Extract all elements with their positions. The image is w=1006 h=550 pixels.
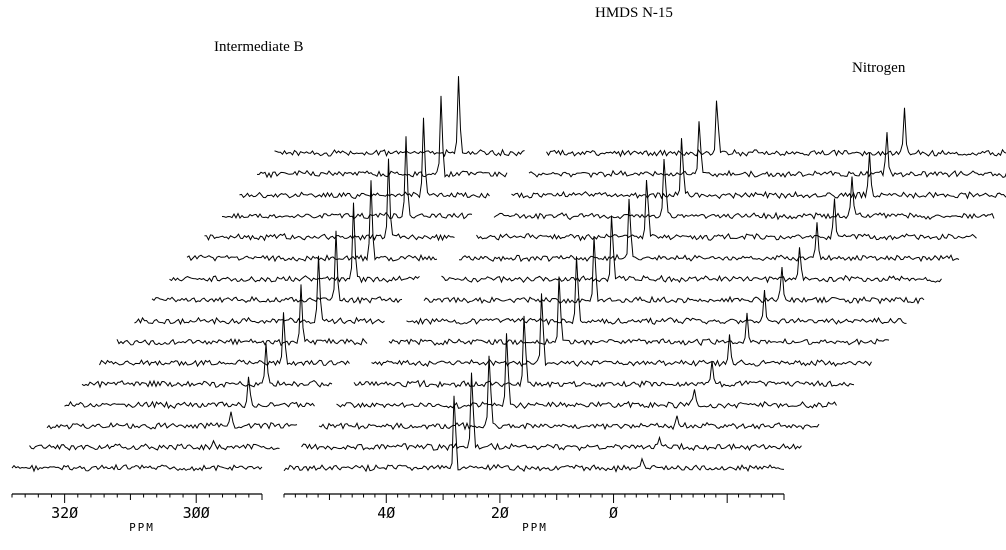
axis-unit-label: PPM xyxy=(522,521,548,534)
spectrum-trace xyxy=(30,441,280,450)
spectrum-trace xyxy=(257,96,507,177)
spectrum-trace xyxy=(222,136,472,219)
spectrum-trace xyxy=(424,236,924,303)
spectrum-trace xyxy=(319,356,819,429)
tick-label: 3ØØ xyxy=(183,504,210,522)
spectrum-trace xyxy=(477,180,977,240)
spectrum-trace xyxy=(240,118,490,199)
axis-unit-label: PPM xyxy=(129,521,155,534)
label-hmds-n15: HMDS N-15 xyxy=(595,5,673,22)
spectrum-trace xyxy=(12,465,262,471)
spectrum-trace xyxy=(547,101,1006,157)
spectrum-trace xyxy=(407,256,907,324)
label-nitrogen: Nitrogen xyxy=(852,60,905,77)
spectrum-trace xyxy=(529,121,1006,177)
spectrum-trace xyxy=(337,333,837,408)
spectrum-trace xyxy=(389,277,889,346)
spectrum-trace xyxy=(512,138,1006,198)
spectrum-trace xyxy=(275,76,525,156)
tick-label: 4Ø xyxy=(377,504,395,522)
spectrum-trace xyxy=(284,396,784,472)
spectrum-trace xyxy=(117,284,367,345)
tick-label: 2Ø xyxy=(491,504,509,522)
spectrum-trace xyxy=(459,199,959,261)
spectrum-trace xyxy=(152,231,402,303)
spectrum-trace xyxy=(494,159,994,219)
spectrum-trace xyxy=(372,293,872,366)
spectrum-trace xyxy=(82,343,332,387)
ppm-axis: 32Ø 3ØØ PPM 4Ø 2Ø Ø PPM xyxy=(12,494,784,534)
spectrum-traces xyxy=(12,76,1006,471)
label-intermediate-b: Intermediate B xyxy=(214,39,304,56)
tick-label: Ø xyxy=(609,504,618,522)
spectrum-trace xyxy=(354,316,854,387)
spectrum-trace xyxy=(135,256,385,324)
spectrum-trace xyxy=(442,216,942,283)
spectrum-trace xyxy=(187,180,437,261)
tick-label: 32Ø xyxy=(51,504,78,522)
spectrum-trace xyxy=(47,412,297,429)
